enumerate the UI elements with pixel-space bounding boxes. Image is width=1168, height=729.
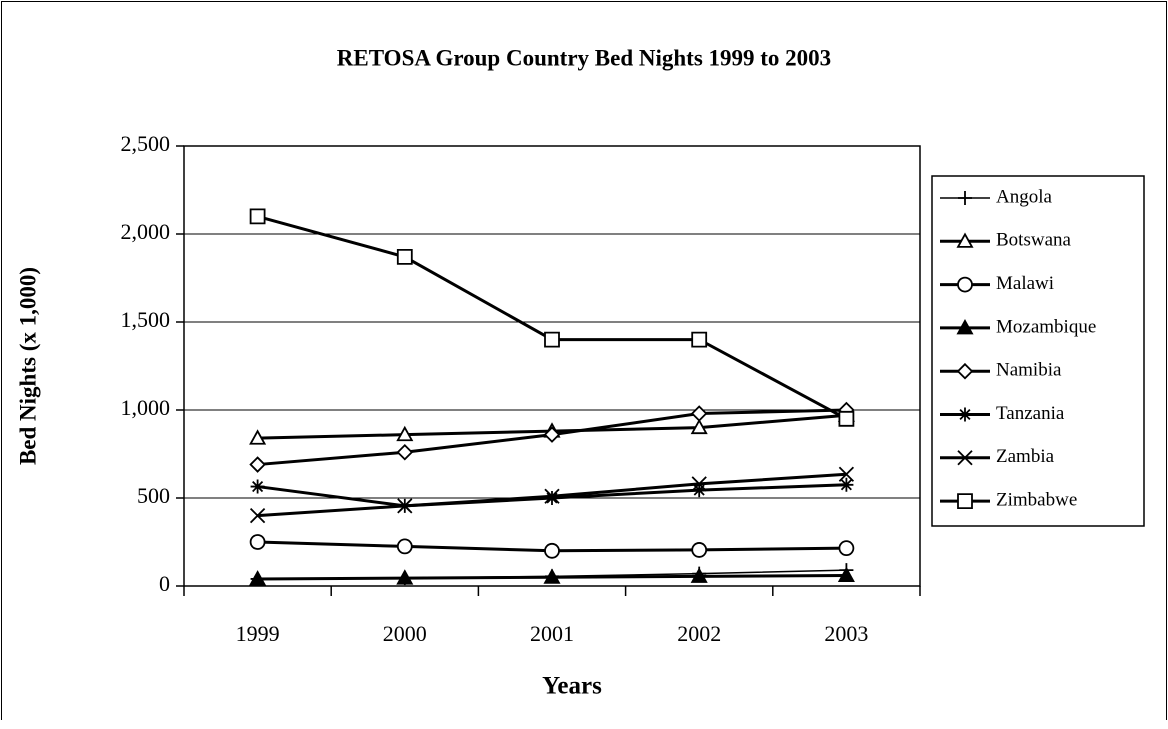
y-tick-label: 500 <box>137 483 170 508</box>
marker <box>839 477 854 492</box>
marker <box>690 567 708 583</box>
y-tick-label: 2,500 <box>121 131 171 156</box>
marker <box>249 429 267 445</box>
marker <box>544 542 560 559</box>
legend-marker <box>958 407 972 422</box>
legend-label: Tanzania <box>996 403 1065 424</box>
plot-area <box>183 145 921 587</box>
marker <box>544 488 560 504</box>
y-axis-label: Bed Nights (x 1,000) <box>15 267 40 465</box>
marker <box>249 507 266 524</box>
marker <box>249 456 266 473</box>
marker <box>690 418 708 435</box>
marker <box>838 410 855 427</box>
marker <box>838 466 855 482</box>
x-tick-label: 2000 <box>383 621 427 646</box>
marker <box>691 331 708 348</box>
marker <box>545 491 559 505</box>
marker <box>396 425 414 442</box>
legend-label: Angola <box>996 186 1053 207</box>
y-tick-label: 2,000 <box>121 219 171 244</box>
legend-marker <box>957 450 973 466</box>
marker <box>396 443 414 461</box>
x-tick-label: 2001 <box>530 621 574 646</box>
marker <box>691 542 708 558</box>
marker <box>692 483 707 498</box>
marker <box>249 208 266 225</box>
x-tick-label: 2002 <box>677 621 721 646</box>
marker <box>838 540 855 557</box>
legend-marker <box>956 362 974 380</box>
marker <box>249 534 266 550</box>
marker <box>544 331 560 348</box>
x-tick-label: 2003 <box>824 621 868 646</box>
legend-marker <box>957 493 973 509</box>
x-tick-label: 1999 <box>236 621 280 646</box>
y-tick-label: 0 <box>159 571 170 596</box>
legend-label: Zambia <box>996 446 1055 467</box>
marker <box>543 568 561 584</box>
legend-marker <box>956 232 974 248</box>
legend <box>931 175 1145 527</box>
marker <box>691 476 707 492</box>
marker <box>690 405 708 422</box>
marker <box>397 498 413 514</box>
legend-label: Namibia <box>996 360 1062 381</box>
y-tick-label: 1,500 <box>121 307 171 332</box>
marker <box>249 570 267 586</box>
x-axis-label: Years <box>542 673 602 700</box>
marker <box>396 538 413 555</box>
series-line <box>257 214 848 421</box>
legend-marker <box>956 319 974 335</box>
legend-marker <box>958 191 972 205</box>
marker <box>543 426 561 443</box>
chart-title: RETOSA Group Country Bed Nights 1999 to … <box>337 45 831 70</box>
legend-marker <box>957 276 973 293</box>
marker <box>250 479 265 494</box>
marker <box>396 569 414 585</box>
y-tick-label: 1,000 <box>121 395 171 420</box>
legend-label: Malawi <box>996 273 1054 294</box>
marker <box>396 248 413 265</box>
marker <box>837 566 855 582</box>
legend-label: Mozambique <box>996 316 1096 337</box>
legend-label: Botswana <box>996 230 1072 251</box>
legend-label: Zimbabwe <box>996 489 1077 510</box>
